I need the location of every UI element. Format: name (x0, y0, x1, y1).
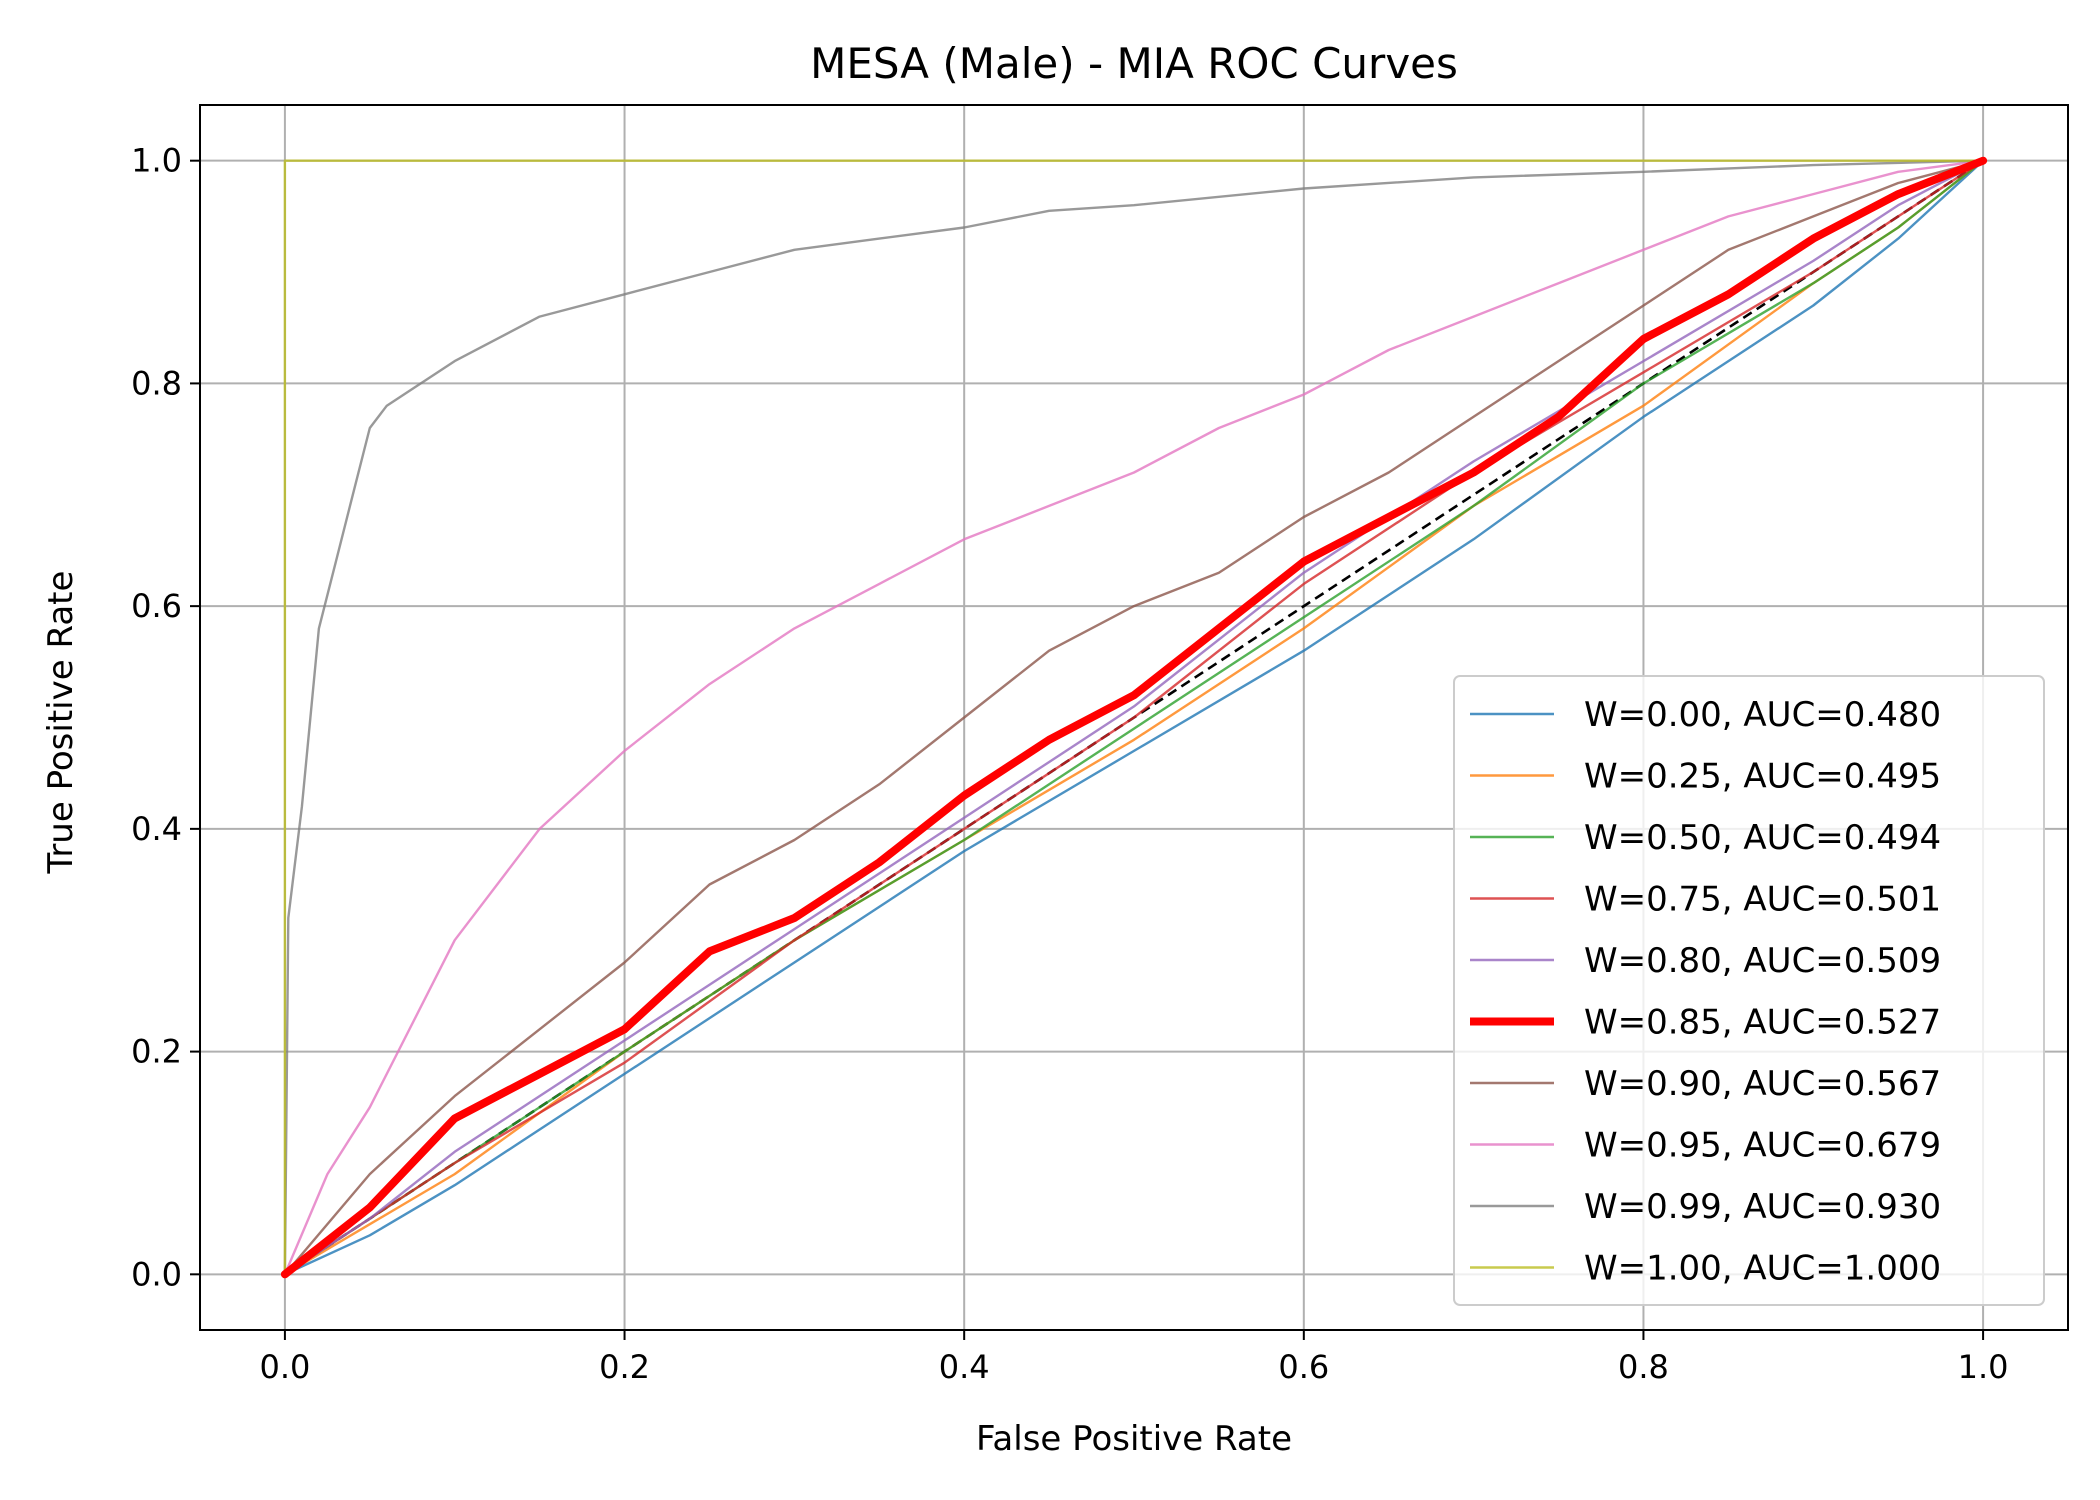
y-tick-label-1: 0.2 (131, 1033, 182, 1071)
y-tick-label-4: 0.8 (131, 364, 182, 402)
x-tick-label-4: 0.8 (1618, 1348, 1669, 1386)
y-tick-label-0: 0.0 (131, 1255, 182, 1293)
legend-label-5: W=0.85, AUC=0.527 (1584, 1003, 1941, 1043)
series-line-highlight-5 (280, 156, 1988, 1279)
legend-label-0: W=0.00, AUC=0.480 (1584, 695, 1941, 735)
y-tick-label-5: 1.0 (131, 142, 182, 180)
y-axis-label: True Positive Rate (41, 571, 81, 875)
x-axis-label: False Positive Rate (976, 1419, 1292, 1459)
legend-box (1453, 675, 2045, 1306)
legend-label-9: W=1.00, AUC=1.000 (1584, 1249, 1941, 1289)
plot-frame (199, 104, 2069, 1331)
legend-label-7: W=0.95, AUC=0.679 (1584, 1126, 1941, 1166)
series-line-8 (283, 159, 1984, 1275)
legend-label-4: W=0.80, AUC=0.509 (1584, 941, 1941, 981)
axis-ticks: 0.0 0.2 0.4 0.6 0.8 1.0 0.0 0.2 0.4 0.6 0.8 1.0 (131, 142, 2008, 1386)
chart-title: MESA (Male) - MIA ROC Curves (810, 39, 1458, 88)
legend: W=0.00, AUC=0.480 W=0.25, AUC=0.495 W=0.50… (1453, 675, 2045, 1306)
series-line-6 (283, 159, 1984, 1276)
legend-label-1: W=0.25, AUC=0.495 (1584, 757, 1941, 797)
y-tick-label-3: 0.6 (131, 587, 182, 625)
x-tick-label-2: 0.4 (939, 1348, 990, 1386)
x-tick-label-0: 0.0 (259, 1348, 310, 1386)
series-line-9 (283, 159, 1984, 1275)
series-line-7 (283, 159, 1984, 1275)
x-tick-label-5: 1.0 (1958, 1348, 2009, 1386)
legend-label-8: W=0.99, AUC=0.930 (1584, 1187, 1941, 1227)
series-line-0 (284, 159, 1984, 1276)
y-tick-label-2: 0.4 (131, 810, 182, 848)
x-tick-label-3: 0.6 (1278, 1348, 1329, 1386)
legend-label-6: W=0.90, AUC=0.567 (1584, 1064, 1941, 1104)
series-line-3 (284, 159, 1984, 1276)
x-tick-label-1: 0.2 (599, 1348, 650, 1386)
legend-label-2: W=0.50, AUC=0.494 (1584, 818, 1941, 858)
series-line-4 (284, 159, 1984, 1276)
series-group (280, 156, 1988, 1279)
legend-label-3: W=0.75, AUC=0.501 (1584, 880, 1941, 920)
